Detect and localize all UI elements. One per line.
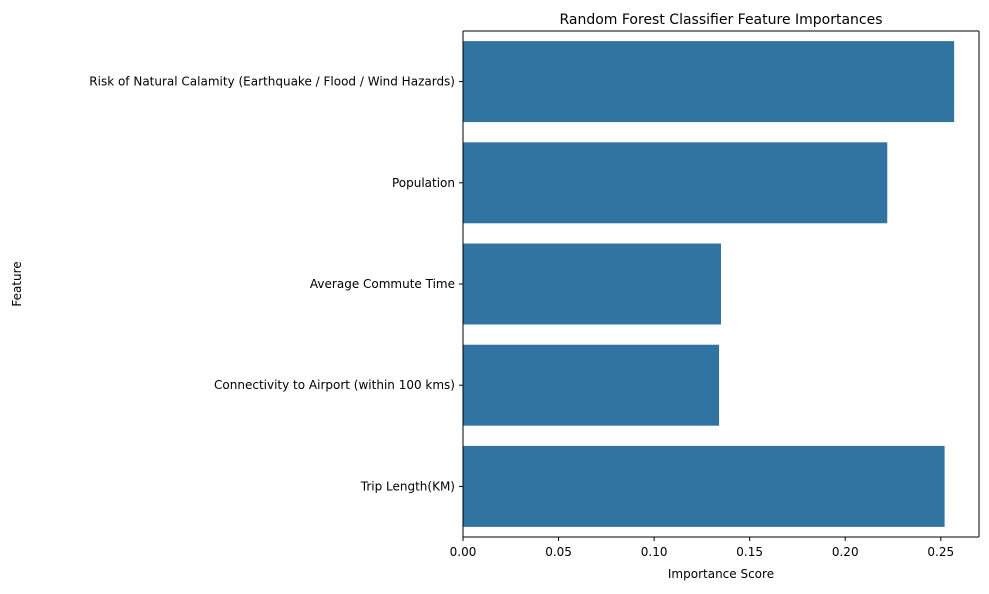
y-tick-label: Risk of Natural Calamity (Earthquake / F… <box>89 75 455 89</box>
bar-1 <box>463 142 888 224</box>
bar-3 <box>463 344 720 426</box>
x-axis-ticks: 0.00 0.05 0.10 0.15 0.20 0.25 <box>450 537 954 559</box>
bars-layer <box>463 41 955 527</box>
y-axis-ticks: Risk of Natural Calamity (Earthquake / F… <box>89 75 463 493</box>
x-tick-label: 0.05 <box>545 545 572 559</box>
x-axis-label: Importance Score <box>668 567 774 581</box>
y-tick-label: Population <box>392 176 455 190</box>
axis-spines <box>462 30 980 538</box>
bar-0 <box>463 41 955 123</box>
x-tick-label: 0.10 <box>641 545 668 559</box>
y-axis-label: Feature <box>10 261 24 306</box>
y-tick-label: Trip Length(KM) <box>360 479 455 493</box>
x-tick-label: 0.20 <box>832 545 859 559</box>
y-tick-label: Connectivity to Airport (within 100 kms) <box>214 378 455 392</box>
x-tick-label: 0.00 <box>450 545 477 559</box>
x-tick-label: 0.25 <box>927 545 954 559</box>
bar-2 <box>463 243 721 325</box>
x-tick-label: 0.15 <box>736 545 763 559</box>
y-tick-label: Average Commute Time <box>310 277 455 291</box>
chart-title: Random Forest Classifier Feature Importa… <box>559 12 882 28</box>
bar-4 <box>463 445 945 527</box>
